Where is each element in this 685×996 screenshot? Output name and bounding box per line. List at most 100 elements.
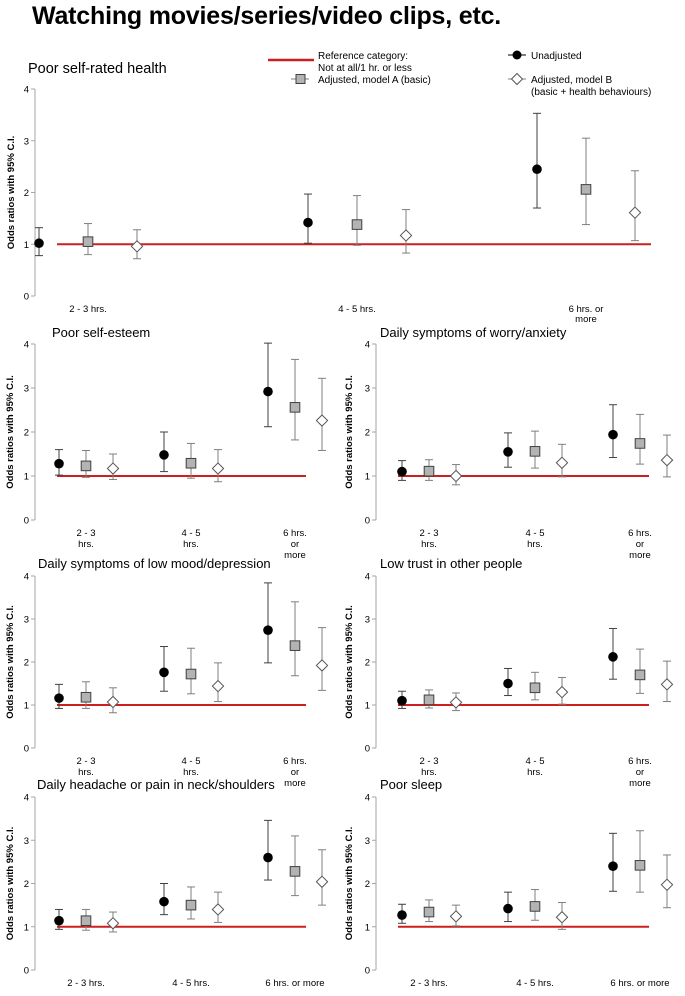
- point-model-b: [449, 696, 463, 709]
- y-tick-label: 1: [24, 240, 29, 251]
- point-unadjusted: [397, 910, 407, 920]
- point-model-a: [529, 682, 541, 694]
- y-tick-label: 4: [365, 572, 370, 583]
- y-tick-label: 2: [365, 879, 370, 890]
- chart-panels: Poor self-rated health 0 1 2 3 4 Odds ratios w…: [5, 61, 674, 989]
- x-tick-label: 6 hrs.: [283, 528, 307, 539]
- y-tick-label: 0: [24, 292, 29, 303]
- y-tick-label: 4: [365, 793, 370, 804]
- y-tick-label: 2: [24, 658, 29, 669]
- panel-title: Poor self-esteem: [52, 325, 150, 340]
- legend-unadjusted-marker: [512, 50, 522, 60]
- x-tick-label: 2 - 3: [76, 756, 95, 767]
- y-tick-label: 4: [365, 340, 370, 351]
- point-unadjusted: [608, 861, 618, 871]
- x-tick-label: 4 - 5: [181, 756, 200, 767]
- point-model-a: [82, 236, 94, 247]
- y-tick-label: 4: [24, 572, 29, 583]
- point-model-a: [185, 668, 197, 680]
- point-model-b: [555, 685, 569, 699]
- x-tick-label: hrs.: [527, 767, 543, 778]
- point-unadjusted: [54, 693, 64, 703]
- x-tick-label: more: [284, 778, 306, 789]
- point-model-b: [399, 229, 413, 242]
- x-tick-label: or: [636, 767, 644, 778]
- point-model-b: [449, 469, 463, 483]
- x-tick-label: 2 - 3 hrs.: [69, 304, 107, 315]
- y-tick-label: 0: [365, 516, 370, 527]
- point-model-b: [660, 453, 674, 467]
- point-model-a: [80, 691, 92, 703]
- x-tick-label: hrs.: [421, 539, 437, 550]
- x-tick-label: 4 - 5: [525, 756, 544, 767]
- x-tick-label: 6 hrs.: [628, 528, 652, 539]
- point-unadjusted: [397, 466, 407, 477]
- x-tick-label: 2 - 3: [419, 756, 438, 767]
- chart-panel: Low trust in other people 0 1 2 3 4 Odds ratio…: [344, 556, 674, 789]
- point-model-b: [106, 695, 120, 709]
- chart-panel: Poor self-esteem 0 1 2 3 4 Odds ratios with 95…: [5, 325, 329, 561]
- legend-model-a-label: Adjusted, model A (basic): [318, 75, 431, 86]
- point-model-a: [185, 899, 197, 911]
- x-tick-label: 4 - 5 hrs.: [338, 304, 376, 315]
- y-axis-title: Odds ratios with 95% C.I.: [5, 827, 16, 941]
- legend-model-b-sublabel: (basic + health behaviours): [531, 87, 651, 98]
- y-tick-label: 2: [365, 658, 370, 669]
- point-unadjusted: [263, 625, 273, 635]
- panel-title: Poor self-rated health: [28, 61, 167, 77]
- point-unadjusted: [532, 164, 542, 175]
- y-axis-title: Odds ratios with 95% C.I.: [5, 605, 16, 719]
- legend-reference-sublabel: Not at all/1 hr. or less: [318, 63, 412, 74]
- y-tick-label: 3: [365, 615, 370, 626]
- point-unadjusted: [34, 238, 44, 249]
- point-model-b: [106, 462, 120, 475]
- x-tick-label: 2 - 3: [419, 528, 438, 539]
- point-unadjusted: [54, 915, 64, 926]
- panel-title: Daily headache or pain in neck/shoulders: [37, 777, 275, 792]
- point-unadjusted: [54, 458, 64, 469]
- point-unadjusted: [608, 652, 618, 662]
- point-unadjusted: [303, 217, 313, 228]
- point-model-b: [555, 910, 569, 924]
- y-axis-title: Odds ratios with 95% C.I.: [344, 605, 355, 719]
- point-unadjusted: [159, 896, 169, 907]
- point-unadjusted: [263, 386, 273, 397]
- chart-panel: Poor self-rated health 0 1 2 3 4 Odds ratios w…: [6, 61, 651, 325]
- point-model-a: [289, 866, 301, 877]
- y-tick-label: 0: [24, 744, 29, 755]
- x-tick-label: 6 hrs. or more: [265, 978, 324, 989]
- x-tick-label: 4 - 5: [525, 528, 544, 539]
- point-unadjusted: [608, 429, 618, 440]
- x-tick-label: 6 hrs.: [628, 756, 652, 767]
- y-tick-label: 4: [24, 340, 29, 351]
- point-model-a: [634, 438, 646, 449]
- y-axis-title: Odds ratios with 95% C.I.: [5, 375, 16, 489]
- point-model-a: [423, 694, 435, 706]
- point-model-a: [529, 901, 541, 912]
- x-tick-label: more: [629, 550, 651, 561]
- x-tick-label: 6 hrs. or: [569, 304, 604, 315]
- point-unadjusted: [503, 903, 513, 914]
- x-tick-label: hrs.: [78, 767, 94, 778]
- y-tick-label: 1: [24, 472, 29, 483]
- legend-reference-label: Reference category:: [318, 51, 408, 62]
- point-model-a: [289, 402, 301, 413]
- panel-title: Low trust in other people: [380, 556, 522, 571]
- x-tick-label: hrs.: [183, 767, 199, 778]
- chart-panel: Daily headache or pain in neck/shoulders…: [5, 777, 329, 989]
- point-model-b: [211, 679, 225, 693]
- y-tick-label: 2: [24, 428, 29, 439]
- y-tick-label: 2: [24, 879, 29, 890]
- y-axis-title: Odds ratios with 95% C.I.: [344, 827, 355, 941]
- x-tick-label: 6 hrs.: [283, 756, 307, 767]
- point-model-a: [80, 460, 92, 472]
- x-tick-label: 4 - 5 hrs.: [172, 978, 210, 989]
- x-tick-label: 2 - 3 hrs.: [67, 978, 105, 989]
- x-tick-label: hrs.: [527, 539, 543, 550]
- legend-unadjusted-label: Unadjusted: [531, 51, 582, 62]
- point-unadjusted: [397, 695, 407, 706]
- y-tick-label: 4: [24, 85, 29, 96]
- x-tick-label: 2 - 3 hrs.: [410, 978, 448, 989]
- chart-panel: Daily symptoms of low mood/depression 0 1 2…: [5, 556, 329, 789]
